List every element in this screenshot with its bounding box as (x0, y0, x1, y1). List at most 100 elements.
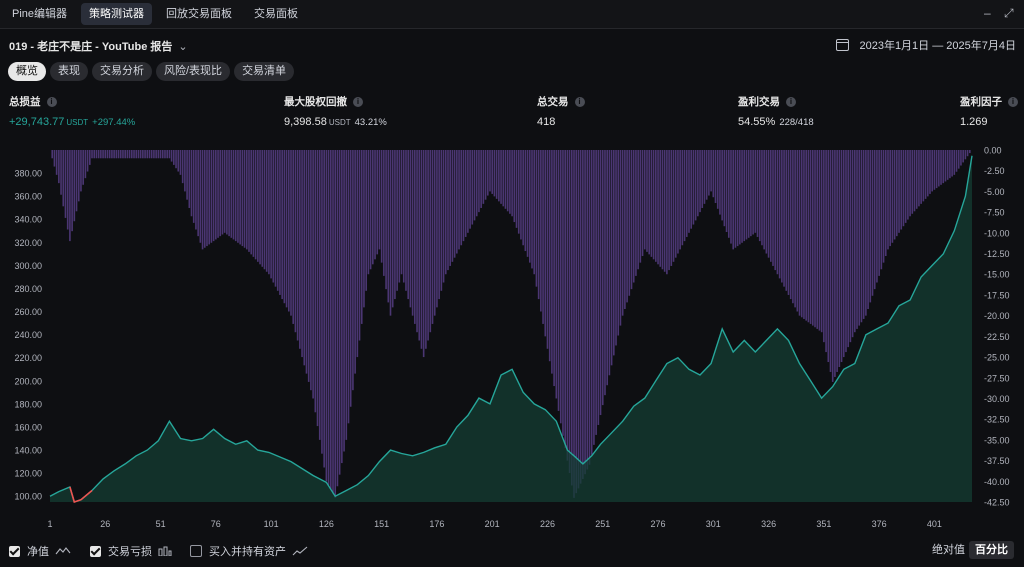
strategy-selector[interactable]: 019 - 老庄不是庄 - YouTube 报告 ⌄ (9, 38, 188, 54)
drawdown-bar (856, 150, 858, 329)
drawdown-bar (148, 150, 151, 159)
info-icon[interactable]: i (46, 96, 57, 107)
drawdown-bar (139, 150, 142, 159)
drawdown-bar (285, 150, 288, 308)
drawdown-bar (449, 150, 451, 266)
drawdown-bar (854, 150, 856, 333)
x-tick-label: 276 (650, 519, 665, 529)
drawdown-bar (781, 150, 783, 283)
toggle-buy-hold[interactable]: 买入并持有资产 (190, 543, 308, 559)
chevron-down-icon: ⌄ (178, 41, 188, 53)
drawdown-bar (515, 150, 518, 228)
drawdown-bar (338, 150, 341, 475)
drawdown-bar (809, 150, 812, 324)
toggle-drawdown[interactable]: 交易亏损 (90, 543, 172, 559)
tab-strategy-tester[interactable]: 策略测试器 (81, 3, 153, 25)
x-tick-label: 26 (100, 519, 110, 529)
drawdown-bar (378, 150, 381, 250)
y-right-tick-label: -12.50 (984, 249, 1010, 259)
drawdown-bar (177, 150, 180, 172)
subtab-trade-analysis[interactable]: 交易分析 (92, 62, 152, 81)
drawdown-bar (509, 150, 511, 214)
drawdown-bar (75, 150, 78, 212)
drawdown-bar (117, 150, 120, 159)
drawdown-bar (887, 150, 889, 250)
drawdown-bar (816, 150, 819, 329)
tab-pine-editor[interactable]: Pine编辑器 (12, 8, 68, 20)
drawdown-bar (601, 150, 604, 406)
drawdown-bar (418, 150, 421, 341)
y-left-tick-label: 120.00 (14, 469, 42, 479)
drawdown-bar (858, 150, 861, 326)
drawdown-bar (907, 150, 909, 220)
checkbox-unchecked[interactable] (190, 545, 202, 557)
drawdown-bar (272, 150, 275, 283)
maximize-icon[interactable]: ⤢ (1004, 6, 1014, 20)
drawdown-bar (584, 150, 586, 475)
subtab-trade-list[interactable]: 交易清单 (234, 62, 295, 81)
drawdown-bar (502, 150, 505, 207)
info-icon[interactable]: i (353, 96, 363, 107)
subtab-risk-ratio[interactable]: 风险/表现比 (156, 62, 231, 81)
drawdown-bar (504, 150, 507, 209)
drawdown-bar (462, 150, 465, 242)
drawdown-bar (62, 150, 65, 207)
drawdown-bar (365, 150, 367, 291)
win-rate-value: 54.55% (738, 116, 776, 128)
drawdown-bar (73, 150, 76, 222)
metric-max-drawdown: 最大股权回撤 i 9,398.58 USDT 43.21% (284, 94, 387, 128)
drawdown-bar (692, 150, 695, 225)
drawdown-bar (732, 150, 735, 250)
drawdown-bar (142, 150, 144, 159)
drawdown-bar (159, 150, 162, 159)
info-icon[interactable]: i (1008, 96, 1018, 107)
mode-absolute-button[interactable]: 绝对值 (932, 544, 965, 556)
drawdown-bar (292, 150, 295, 324)
drawdown-bar (173, 150, 175, 165)
minimize-icon[interactable]: – (984, 6, 991, 20)
checkbox-checked[interactable] (9, 545, 20, 557)
drawdown-bar (296, 150, 299, 341)
drawdown-bar (367, 150, 370, 275)
info-icon[interactable]: i (786, 96, 796, 107)
drawdown-bar (650, 150, 653, 257)
subtab-overview[interactable]: 概览 (8, 62, 46, 81)
drawdown-bar (615, 150, 617, 346)
drawdown-bar (486, 150, 489, 196)
x-tick-label: 351 (816, 519, 831, 529)
info-icon[interactable]: i (574, 96, 585, 107)
drawdown-bar (739, 150, 741, 245)
drawdown-bar (349, 150, 352, 407)
drawdown-bar (394, 150, 396, 300)
equity-chart[interactable]: 100.00 120.00 140.00 160.00 180.00 200.00 220.… (0, 140, 1024, 535)
drawdown-bar (91, 150, 93, 159)
drawdown-bar (655, 150, 657, 262)
drawdown-bar (51, 150, 54, 159)
drawdown-bar (453, 150, 456, 258)
metric-label: 盈利因子 (960, 96, 1002, 108)
drawdown-bar (758, 150, 761, 242)
drawdown-bar (522, 150, 524, 246)
drawdown-bar (842, 150, 845, 358)
date-range-selector[interactable]: 2023年1月1日 — 2025年7月4日 (836, 37, 1016, 53)
tab-trading-panel[interactable]: 交易面板 (254, 8, 299, 20)
drawdown-bar (668, 150, 670, 271)
calendar-icon (836, 39, 850, 51)
drawdown-bar (968, 150, 971, 154)
drawdown-bar (199, 150, 202, 243)
checkbox-checked[interactable] (90, 545, 101, 557)
tab-replay-trading[interactable]: 回放交易面板 (166, 8, 233, 20)
y-right-tick-label: -22.50 (984, 332, 1010, 342)
drawdown-bar (628, 150, 631, 296)
drawdown-bar (197, 150, 199, 237)
x-tick-label: 51 (156, 519, 166, 529)
drawdown-bar (672, 150, 675, 262)
drawdown-bar (579, 150, 582, 484)
drawdown-bars (51, 150, 971, 498)
subtab-performance[interactable]: 表现 (50, 62, 88, 81)
x-tick-label: 1 (47, 519, 52, 529)
drawdown-bar (161, 150, 164, 159)
drawdown-bar (409, 150, 412, 308)
toggle-equity[interactable]: 净值 (9, 543, 71, 559)
mode-percent-button[interactable]: 百分比 (969, 541, 1014, 559)
